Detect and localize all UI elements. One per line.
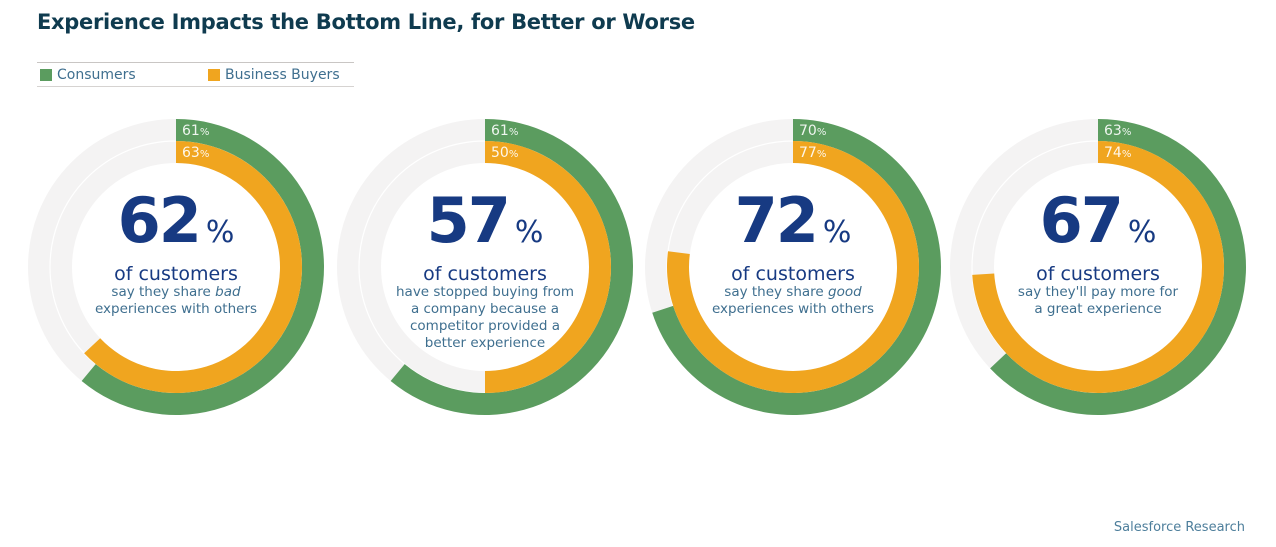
headline-value: 72% — [693, 190, 893, 264]
legend-label: Business Buyers — [225, 66, 340, 83]
subhead: of customers — [423, 263, 547, 285]
ring-value-label: 63% — [1104, 123, 1131, 139]
ring-value-label: 63% — [182, 145, 209, 161]
headline-value: 62% — [76, 190, 276, 264]
headline-number: 62 — [117, 184, 202, 257]
consumers-arc — [81, 119, 325, 415]
consumers-arc — [990, 119, 1247, 415]
business-buyers-arc — [485, 141, 611, 393]
donut-center-text: 62% of customers say they share bad experie… — [76, 190, 276, 318]
description-line: experiences with others — [94, 301, 258, 317]
subhead: of customers — [1036, 263, 1160, 285]
description-line: a company because a — [410, 301, 560, 317]
description-line: experiences with others — [711, 301, 875, 317]
description-line: say they'll pay more for — [1017, 284, 1179, 300]
percent-sign: % — [1127, 215, 1157, 250]
consumers-arc — [390, 119, 633, 415]
percent-sign: % — [205, 215, 235, 250]
business-buyers-arc — [84, 141, 302, 393]
headline-number: 72 — [734, 184, 819, 257]
ring-value-label: 61% — [491, 123, 518, 139]
legend-label: Consumers — [57, 66, 136, 83]
ring-value-label: 74% — [1104, 145, 1131, 161]
donut-center-text: 67% of customers say they'll pay more for a… — [998, 190, 1198, 318]
description-line: better experience — [424, 335, 546, 351]
percent-sign: % — [514, 215, 544, 250]
ring-value-label: 70% — [799, 123, 826, 139]
headline-number: 67 — [1039, 184, 1124, 257]
donut-center-text: 57% of customers have stopped buying from a… — [385, 190, 585, 352]
subhead: of customers — [731, 263, 855, 285]
legend: Consumers Business Buyers — [37, 62, 354, 87]
legend-swatch-business-buyers — [208, 68, 220, 81]
donut-center-text: 72% of customers say they share good experi… — [693, 190, 893, 318]
percent-sign: % — [822, 215, 852, 250]
chart-title: Experience Impacts the Bottom Line, for … — [37, 10, 695, 34]
description-line: say they share good — [724, 284, 862, 300]
ring-value-label: 50% — [491, 145, 518, 161]
description-line: have stopped buying from — [395, 284, 574, 300]
description-line: a great experience — [1034, 301, 1162, 317]
headline-number: 57 — [426, 184, 511, 257]
description-line: competitor provided a — [410, 318, 560, 334]
legend-swatch-consumers — [40, 68, 52, 81]
subhead: of customers — [114, 263, 238, 285]
ring-value-label: 61% — [182, 123, 209, 139]
ring-value-label: 77% — [799, 145, 826, 161]
legend-item-consumers: Consumers — [40, 67, 208, 83]
headline-value: 57% — [385, 190, 585, 264]
description-line: say they share bad — [111, 284, 241, 300]
legend-item-business-buyers: Business Buyers — [208, 67, 340, 83]
headline-value: 67% — [998, 190, 1198, 264]
source-credit: Salesforce Research — [1113, 520, 1245, 535]
